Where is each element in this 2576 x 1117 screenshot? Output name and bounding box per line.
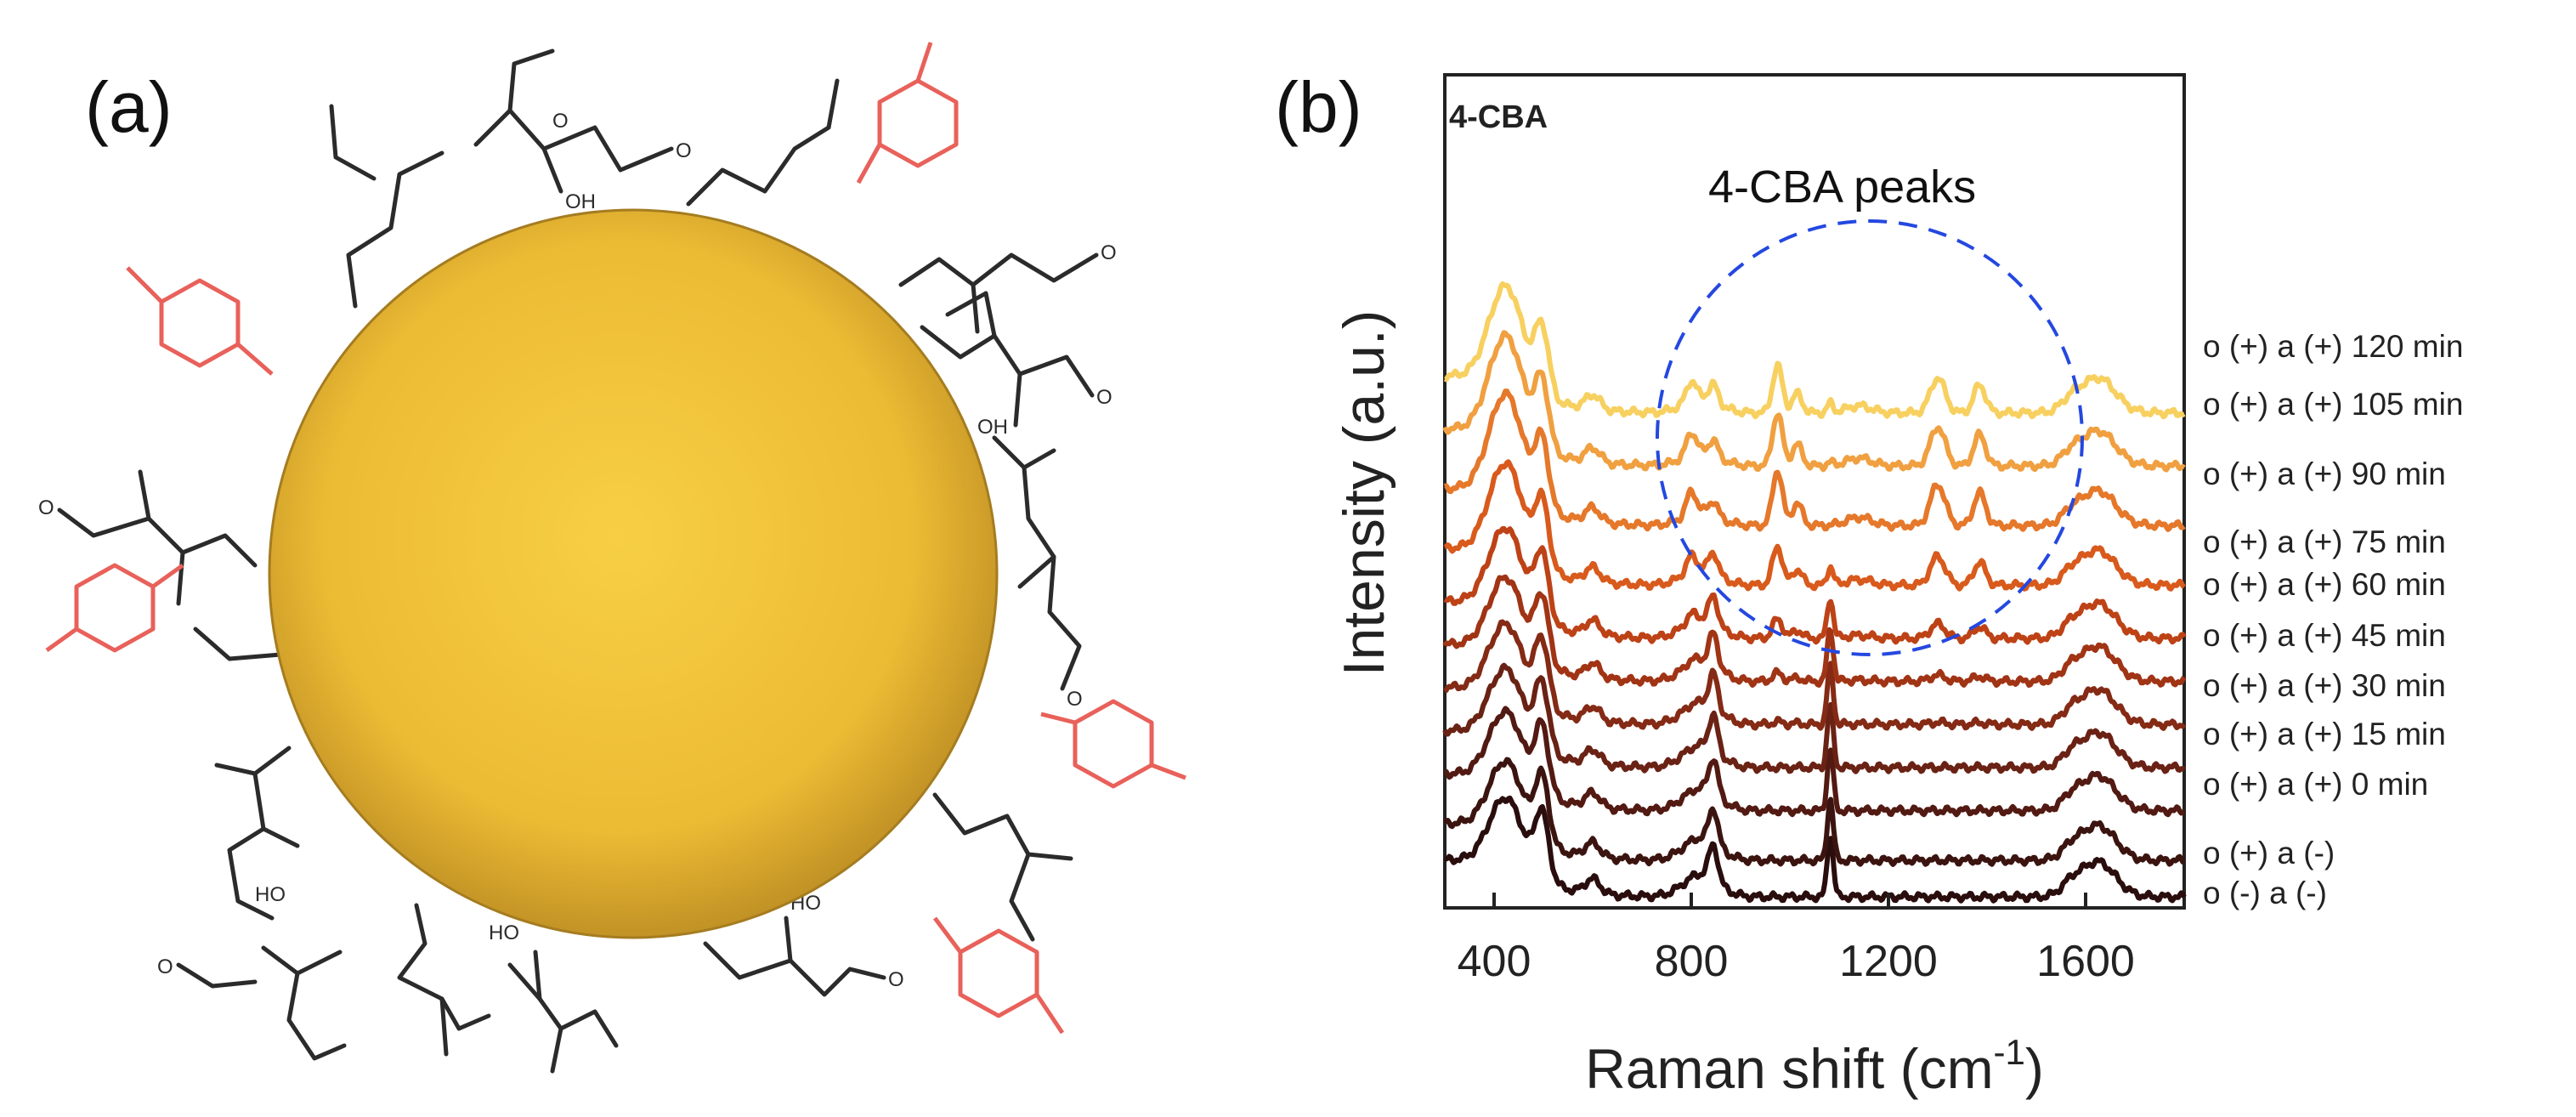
x-axis-label: Raman shift (cm-1) [1585,1032,2044,1100]
atom-label-o: O [888,968,904,991]
series-label: o (+) a (+) 0 min [2203,767,2428,802]
panel-b: (b) 4-CBA 4-CBA peaks 400 800 1200 1600 o (… [1275,67,2463,1100]
series-label: o (+) a (+) 120 min [2203,329,2463,364]
series-label: o (+) a (+) 15 min [2203,717,2446,751]
series-label: o (+) a (-) [2203,836,2335,870]
atom-label-o: O [676,139,692,162]
atom-label-o: O [157,955,173,978]
spectrum-line [1443,281,2186,420]
panel-a-label: (a) [85,67,173,147]
gold-nanoparticle [268,208,999,939]
atom-label-o: O [1096,386,1112,409]
atom-label-o: O [1101,241,1117,264]
spectrum-line [1443,795,2187,904]
atom-label-o: O [1067,688,1083,711]
atom-label-ho: HO [255,883,286,906]
series-label: o (-) a (-) [2203,876,2327,910]
series-labels: o (-) a (-) o (+) a (-) o (+) a (+) 0 min o… [2203,329,2463,910]
panel-b-label: (b) [1275,67,1362,147]
spectrum-line [1443,459,2186,592]
atom-label-oh: OH [565,190,596,213]
plot-frame [1443,73,2186,910]
cba-peaks-annotation: 4-CBA peaks [1708,162,1976,213]
x-tick-label: 800 [1655,937,1729,986]
spectrum-line [1443,619,2187,731]
atom-label-oh: OH [977,416,1008,439]
spectrum-line [1443,388,2186,532]
series-label: o (+) a (+) 90 min [2203,456,2446,491]
spectrum-line [1443,525,2187,645]
chart-title: 4-CBA [1449,99,1548,135]
series-label: o (+) a (+) 75 min [2203,524,2446,559]
series-label: o (+) a (+) 45 min [2203,618,2446,653]
series-label: o (+) a (+) 30 min [2203,668,2446,703]
x-tick-label: 400 [1458,937,1531,986]
phenol-ligands [45,42,1186,1035]
spectrum-line [1443,706,2186,818]
atom-label-o: O [38,496,54,519]
spectra-series [1442,281,2187,904]
spectrum-line [1442,574,2187,689]
series-label: o (+) a (+) 105 min [2203,387,2463,422]
panel-a: (a) [38,42,1186,1074]
y-axis-label: Intensity (a.u.) [1332,310,1396,677]
atom-label-ho: HO [489,921,519,944]
spectrum-line [1442,662,2186,774]
citrate-ligands [57,48,1099,1074]
x-tick-label: 1200 [1839,937,1938,986]
cba-peaks-circle [1656,219,2084,656]
series-label: o (+) a (+) 60 min [2203,567,2446,602]
spectrum-line [1443,757,2186,867]
spectrum-line [1442,330,2186,473]
x-axis-ticks: 400 800 1200 1600 [1458,893,2135,986]
x-tick-label: 1600 [2036,937,2135,986]
atom-label-o: O [552,110,569,133]
atom-labels: O O O O O O O O OH OH HO HO HO [38,110,1117,991]
